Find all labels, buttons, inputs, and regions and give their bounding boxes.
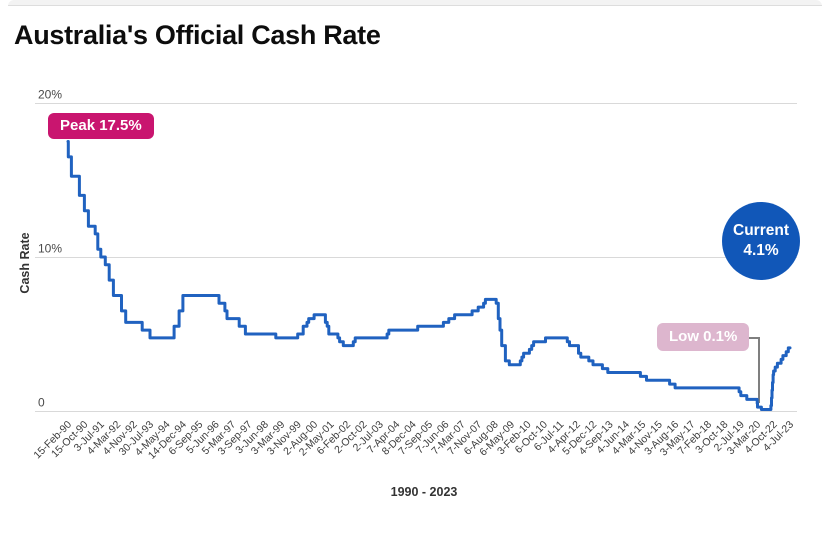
peak-annotation-badge: Peak 17.5%: [48, 113, 154, 139]
y-axis-title: Cash Rate: [18, 232, 32, 294]
y-tick-label: 20%: [38, 88, 62, 102]
x-axis-title: 1990 - 2023: [390, 485, 458, 499]
cash-rate-line: [66, 140, 792, 411]
current-annotation-value: 4.1%: [743, 242, 779, 259]
y-tick-label: 10%: [38, 242, 62, 256]
page-title: Australia's Official Cash Rate: [14, 20, 381, 50]
y-tick-label: 0: [38, 396, 45, 410]
card-top-edge: [8, 0, 822, 6]
current-annotation-label: Current: [733, 221, 789, 239]
current-annotation-badge: Current 4.1%: [722, 202, 800, 280]
low-connector-line: [745, 337, 760, 403]
low-annotation-badge: Low 0.1%: [657, 323, 750, 351]
